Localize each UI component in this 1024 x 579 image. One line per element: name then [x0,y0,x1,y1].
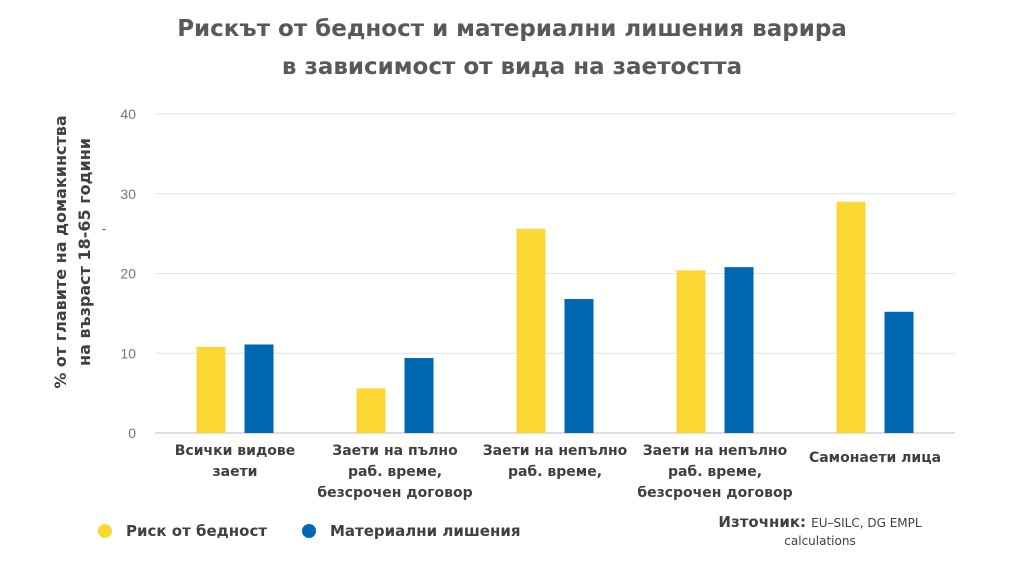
bar-poverty-risk [356,388,386,433]
source-text-line-2: calculations [784,534,856,548]
y-tick-label: 0 [128,425,136,441]
x-category-label-line: Заети на непълно [483,443,628,459]
legend-label-poverty-risk: Риск от бедност [126,522,268,540]
source-text: EU–SILC, DG EMPL [811,516,922,530]
bar-poverty-risk [516,228,546,433]
y-tick-label: 10 [120,345,136,361]
legend-item-poverty-risk: Риск от бедност [98,522,267,540]
legend-swatch-material-deprivation [302,524,316,538]
bar-material-deprivation [564,299,594,433]
y-axis-label-mark: - [102,222,106,236]
y-axis-label-line: % от главите на домакинства [51,115,70,388]
chart-title-line-2: в зависимост от вида на заетостта [281,54,743,80]
x-category-label-line: безсрочен договор [637,485,792,501]
y-tick-label: 20 [120,266,136,282]
y-axis-label-line: на възраст 18-65 години [75,138,94,366]
x-category-label-line: раб. време, [508,464,602,480]
x-category-label-line: Заети на пълно [332,443,458,459]
x-category-label-line: раб. време, [348,464,442,480]
bar-poverty-risk [196,346,226,433]
legend-label-material-deprivation: Материални лишения [330,522,521,540]
x-category-label: Всички видове заети [175,443,296,480]
bar-poverty-risk [836,201,866,433]
x-category-label-line: заети [212,464,257,480]
x-category-label: Заети на пълно раб. време, безсрочен догов… [317,443,472,501]
x-category-label-line: безсрочен договор [317,485,472,501]
bar-material-deprivation [724,267,754,433]
bar-material-deprivation [244,344,274,433]
y-tick-label: 40 [120,106,136,122]
x-category-label-line: Заети на непълно [643,443,788,459]
x-category-label-line: Самонаети лица [809,450,941,466]
bar-material-deprivation [404,358,434,433]
legend-swatch-poverty-risk [98,524,112,538]
chart-title-line-1: Рискът от бедност и материални лишения в… [177,16,847,42]
x-category-label-line: раб. време, [668,464,762,480]
x-category-label: Самонаети лица [809,450,941,466]
bar-poverty-risk [676,270,706,433]
bar-material-deprivation [884,311,914,433]
source-note: Източник: EU–SILC, DG EMPL calculations [700,512,940,548]
y-tick-label: 30 [120,186,136,202]
x-category-label: Заети на непълно раб. време, безсрочен дог… [637,443,792,501]
source-label: Източник: [718,513,807,531]
x-category-label: Заети на непълно раб. време, [483,443,628,480]
legend-item-material-deprivation: Материални лишения [302,522,520,540]
y-axis-label: % от главите на домакинства на възраст 18… [51,115,94,388]
x-category-label-line: Всички видове [175,443,296,459]
